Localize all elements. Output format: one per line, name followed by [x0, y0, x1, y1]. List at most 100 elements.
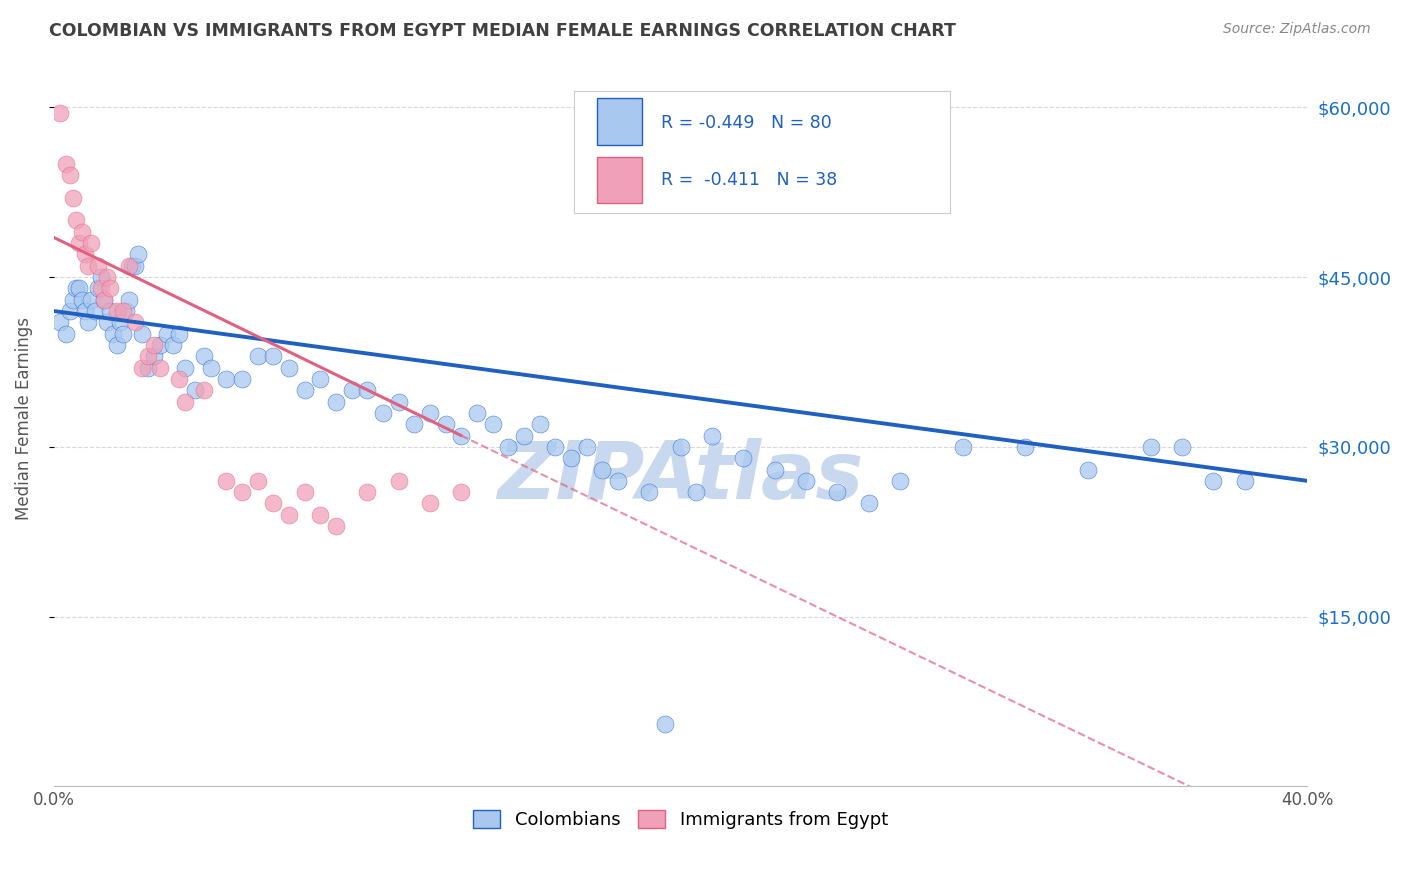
Point: [325, 519, 347, 533]
Point: [434, 417, 457, 432]
Point: [700, 428, 723, 442]
Point: [952, 440, 974, 454]
Legend: Colombians, Immigrants from Egypt: Colombians, Immigrants from Egypt: [465, 803, 896, 837]
Point: [231, 485, 253, 500]
Point: [111, 304, 134, 318]
Point: [127, 247, 149, 261]
Point: [136, 349, 159, 363]
Point: [450, 485, 472, 500]
Point: [450, 428, 472, 442]
Point: [669, 440, 692, 454]
Point: [124, 315, 146, 329]
Point: [529, 417, 551, 432]
Point: [309, 372, 332, 386]
Point: [98, 304, 121, 318]
Text: ZIPAtlas: ZIPAtlas: [498, 439, 863, 516]
Point: [77, 315, 100, 329]
Point: [733, 451, 755, 466]
Point: [174, 394, 197, 409]
Point: [118, 293, 141, 307]
Point: [638, 485, 661, 500]
Point: [49, 315, 72, 329]
Point: [356, 384, 378, 398]
Point: [86, 259, 108, 273]
Text: Source: ZipAtlas.com: Source: ZipAtlas.com: [1223, 22, 1371, 37]
Point: [262, 349, 284, 363]
Point: [1233, 474, 1256, 488]
Point: [277, 360, 299, 375]
Point: [80, 236, 103, 251]
Point: [544, 440, 567, 454]
Point: [149, 360, 172, 375]
Point: [93, 293, 115, 307]
Point: [90, 281, 112, 295]
Point: [58, 168, 80, 182]
Point: [387, 394, 409, 409]
Point: [309, 508, 332, 522]
Point: [496, 440, 519, 454]
Point: [277, 508, 299, 522]
Point: [162, 338, 184, 352]
Point: [83, 304, 105, 318]
Point: [98, 281, 121, 295]
Point: [96, 315, 118, 329]
Point: [105, 304, 128, 318]
Point: [121, 259, 143, 273]
Point: [591, 462, 613, 476]
Point: [67, 281, 90, 295]
Point: [70, 225, 93, 239]
Point: [481, 417, 503, 432]
Point: [124, 259, 146, 273]
Point: [1077, 462, 1099, 476]
Point: [96, 270, 118, 285]
Point: [75, 247, 97, 261]
Point: [75, 304, 97, 318]
Point: [294, 485, 316, 500]
Point: [55, 326, 77, 341]
Point: [115, 304, 138, 318]
Point: [93, 293, 115, 307]
Point: [143, 349, 166, 363]
Point: [90, 270, 112, 285]
Point: [325, 394, 347, 409]
Point: [174, 360, 197, 375]
Point: [103, 326, 125, 341]
Point: [685, 485, 707, 500]
Point: [136, 360, 159, 375]
Text: COLOMBIAN VS IMMIGRANTS FROM EGYPT MEDIAN FEMALE EARNINGS CORRELATION CHART: COLOMBIAN VS IMMIGRANTS FROM EGYPT MEDIA…: [49, 22, 956, 40]
Point: [575, 440, 598, 454]
Point: [763, 462, 786, 476]
Y-axis label: Median Female Earnings: Median Female Earnings: [15, 317, 32, 520]
Point: [58, 304, 80, 318]
Point: [80, 293, 103, 307]
Point: [513, 428, 536, 442]
Point: [419, 496, 441, 510]
Point: [156, 326, 179, 341]
Point: [560, 451, 582, 466]
Point: [606, 474, 628, 488]
Point: [1139, 440, 1161, 454]
Point: [1014, 440, 1036, 454]
Point: [118, 259, 141, 273]
Point: [167, 372, 190, 386]
Point: [62, 293, 84, 307]
Point: [70, 293, 93, 307]
Point: [67, 236, 90, 251]
Point: [419, 406, 441, 420]
Point: [262, 496, 284, 510]
Point: [246, 349, 269, 363]
Point: [55, 157, 77, 171]
Point: [825, 485, 848, 500]
Point: [404, 417, 426, 432]
Point: [86, 281, 108, 295]
Point: [193, 384, 215, 398]
Point: [108, 315, 131, 329]
Point: [294, 384, 316, 398]
Point: [231, 372, 253, 386]
Point: [65, 213, 87, 227]
Point: [387, 474, 409, 488]
Point: [143, 338, 166, 352]
Point: [465, 406, 488, 420]
Point: [49, 106, 72, 120]
Point: [1171, 440, 1194, 454]
